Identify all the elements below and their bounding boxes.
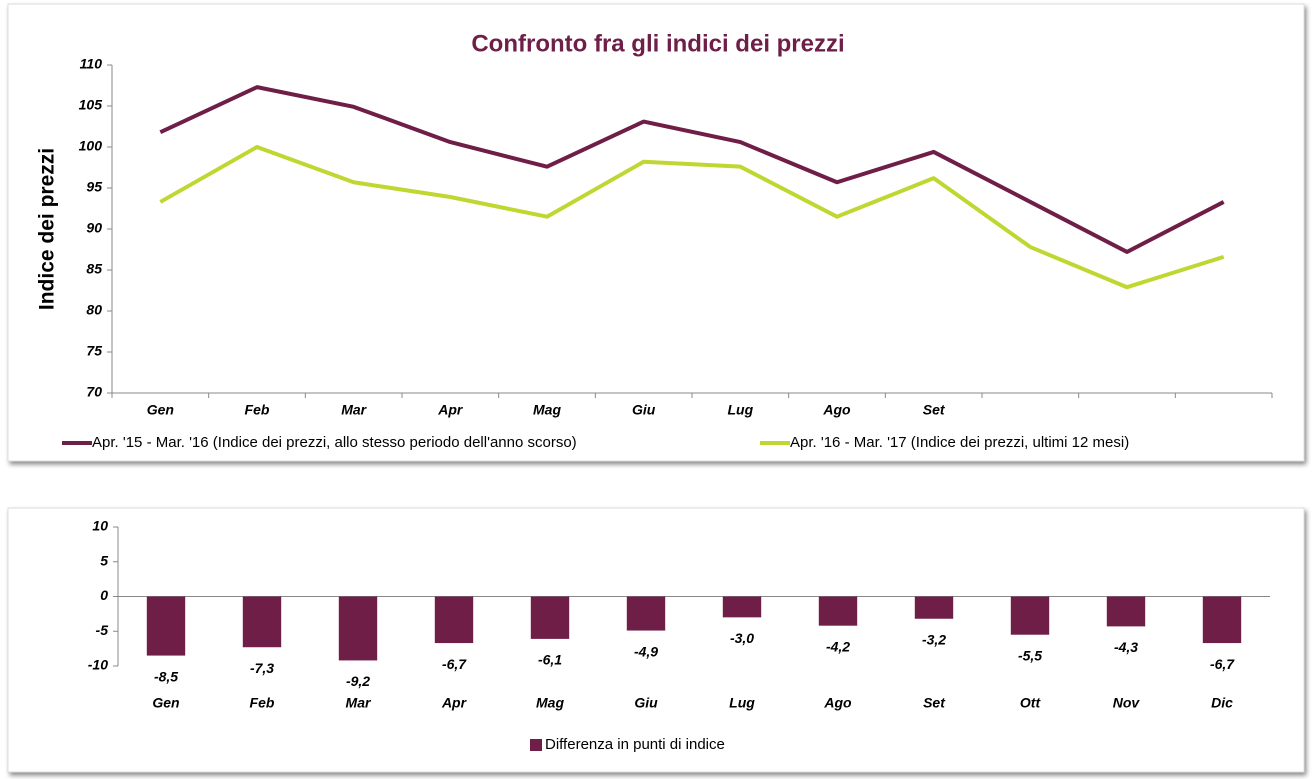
x-tick-label: Feb (250, 695, 275, 711)
y-tick-label: 80 (86, 302, 102, 318)
bar (146, 596, 186, 656)
y-tick-label: -5 (96, 622, 109, 638)
x-tick-label: Lug (729, 695, 755, 711)
x-tick-label: Ott (1020, 695, 1042, 711)
x-tick-label: Mag (536, 695, 564, 711)
bar (1202, 596, 1242, 644)
value-label: -3,2 (922, 631, 946, 647)
legend-label: Apr. '15 - Mar. '16 (Indice dei prezzi, … (92, 434, 577, 451)
bar (722, 596, 762, 618)
x-tick-label: Mar (341, 402, 367, 418)
y-tick-label: 5 (100, 552, 108, 568)
legend-label: Apr. '16 - Mar. '17 (Indice dei prezzi, … (790, 434, 1129, 451)
value-label: -9,2 (346, 673, 370, 689)
value-label: -8,5 (154, 668, 178, 684)
line-series (159, 85, 1225, 254)
legend-label: Differenza in punti di indice (545, 736, 725, 753)
value-label: -4,3 (1114, 639, 1138, 655)
value-label: -4,2 (826, 638, 850, 654)
value-label: -6,1 (538, 652, 562, 668)
x-tick-label: Gen (147, 402, 174, 418)
bar (914, 596, 954, 619)
y-tick-label: 110 (80, 56, 103, 72)
y-tick-label: -10 (88, 657, 108, 673)
bar (1010, 596, 1050, 635)
x-tick-label: Giu (634, 695, 658, 711)
y-tick-label: 10 (92, 518, 108, 534)
value-label: -6,7 (442, 656, 467, 672)
x-tick-label: Set (923, 402, 946, 418)
x-tick-label: Mar (346, 695, 372, 711)
x-tick-label: Nov (1113, 695, 1141, 711)
bar (1106, 596, 1146, 627)
value-label: -6,7 (1210, 656, 1235, 672)
y-tick-label: 85 (86, 261, 102, 277)
x-tick-label: Ago (822, 402, 851, 418)
panel-top (7, 3, 1305, 462)
bar (434, 596, 474, 644)
x-tick-label: Giu (632, 402, 656, 418)
line-series (159, 145, 1225, 290)
x-tick-label: Lug (728, 402, 754, 418)
y-axis-label: Indice dei prezzi (36, 148, 59, 310)
x-tick-label: Mag (533, 402, 561, 418)
bar (818, 596, 858, 626)
y-tick-label: 70 (86, 384, 102, 400)
x-tick-label: Ago (823, 695, 852, 711)
chart-title: Confronto fra gli indici dei prezzi (471, 30, 844, 57)
x-tick-label: Set (923, 695, 946, 711)
y-tick-label: 0 (100, 587, 108, 603)
x-tick-label: Feb (245, 402, 270, 418)
value-label: -4,9 (634, 643, 658, 659)
bar (242, 596, 282, 648)
y-tick-label: 95 (86, 179, 102, 195)
y-tick-label: 105 (79, 97, 103, 113)
x-tick-label: Apr (437, 402, 464, 418)
bar (530, 596, 570, 639)
value-label: -5,5 (1018, 647, 1042, 663)
value-label: -7,3 (250, 660, 274, 676)
y-tick-label: 75 (86, 343, 102, 359)
y-tick-label: 100 (79, 138, 103, 154)
x-tick-label: Gen (152, 695, 179, 711)
legend-swatch (530, 739, 542, 751)
bar (626, 596, 666, 631)
panel-bottom (7, 507, 1305, 773)
x-tick-label: Dic (1211, 695, 1233, 711)
bar (338, 596, 378, 661)
y-tick-label: 90 (86, 220, 102, 236)
value-label: -3,0 (730, 630, 754, 646)
x-tick-label: Apr (441, 695, 468, 711)
